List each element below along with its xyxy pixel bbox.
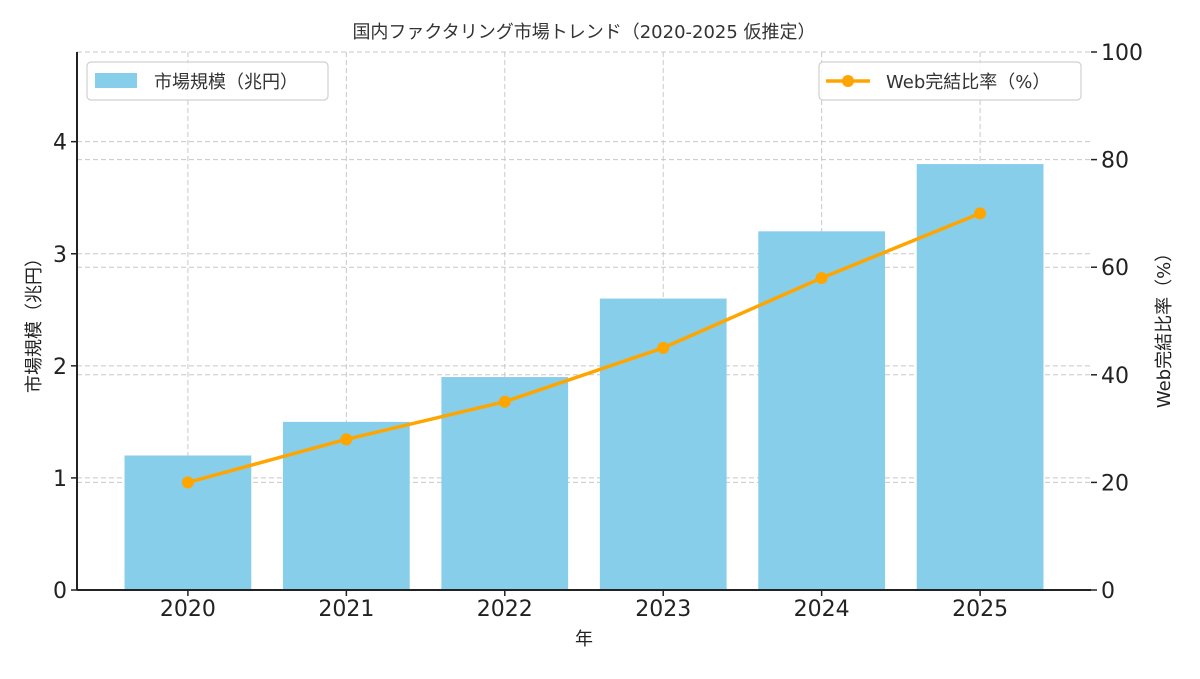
legend-bar-swatch: [95, 73, 137, 88]
right-tick-label: 80: [1101, 149, 1129, 174]
line-marker-2024: [815, 271, 828, 284]
line-marker-2021: [340, 433, 353, 446]
x-tick-label: 2024: [794, 597, 850, 622]
x-tick-label: 2025: [952, 597, 1008, 622]
right-tick-label: 0: [1101, 579, 1115, 604]
left-tick-label: 0: [53, 579, 67, 604]
legend-left-box: [86, 61, 329, 101]
right-tick-label: 60: [1101, 256, 1129, 281]
x-tick-label: 2023: [635, 597, 691, 622]
x-tick-label: 2021: [318, 597, 374, 622]
right-axis-label: Web完結比率（%）: [1154, 244, 1175, 408]
left-tick-label: 3: [53, 243, 67, 268]
bar-2021: [282, 421, 410, 590]
line-marker-2022: [498, 395, 511, 408]
legend-left-label: 市場規模（兆円）: [154, 72, 298, 93]
bar-2020: [124, 455, 252, 590]
bar-2025: [916, 164, 1044, 591]
legend-right-box: [818, 61, 1082, 101]
line-web-ratio: [187, 211, 981, 485]
bar-2024: [758, 231, 886, 591]
line-marker-2023: [657, 341, 670, 354]
right-tick-label: 40: [1101, 364, 1129, 389]
x-tick-label: 2020: [160, 597, 216, 622]
right-tick-label: 20: [1101, 471, 1129, 496]
chart-title: 国内ファクタリング市場トレンド（2020-2025 仮推定）: [352, 22, 815, 43]
line-marker-2020: [181, 476, 194, 489]
x-tick-label: 2022: [477, 597, 533, 622]
left-tick-label: 1: [53, 467, 67, 492]
right-tick-label: 100: [1101, 41, 1143, 66]
x-axis-label: 年: [575, 629, 593, 650]
left-tick-label: 4: [53, 131, 67, 156]
line-marker-2025: [974, 207, 987, 220]
left-axis-label: 市場規模（兆円）: [24, 249, 45, 393]
left-tick-label: 2: [53, 355, 67, 380]
legend-right-label: Web完結比率（%）: [886, 72, 1050, 93]
bar-2022: [441, 377, 569, 590]
legend-line-marker: [842, 75, 854, 87]
